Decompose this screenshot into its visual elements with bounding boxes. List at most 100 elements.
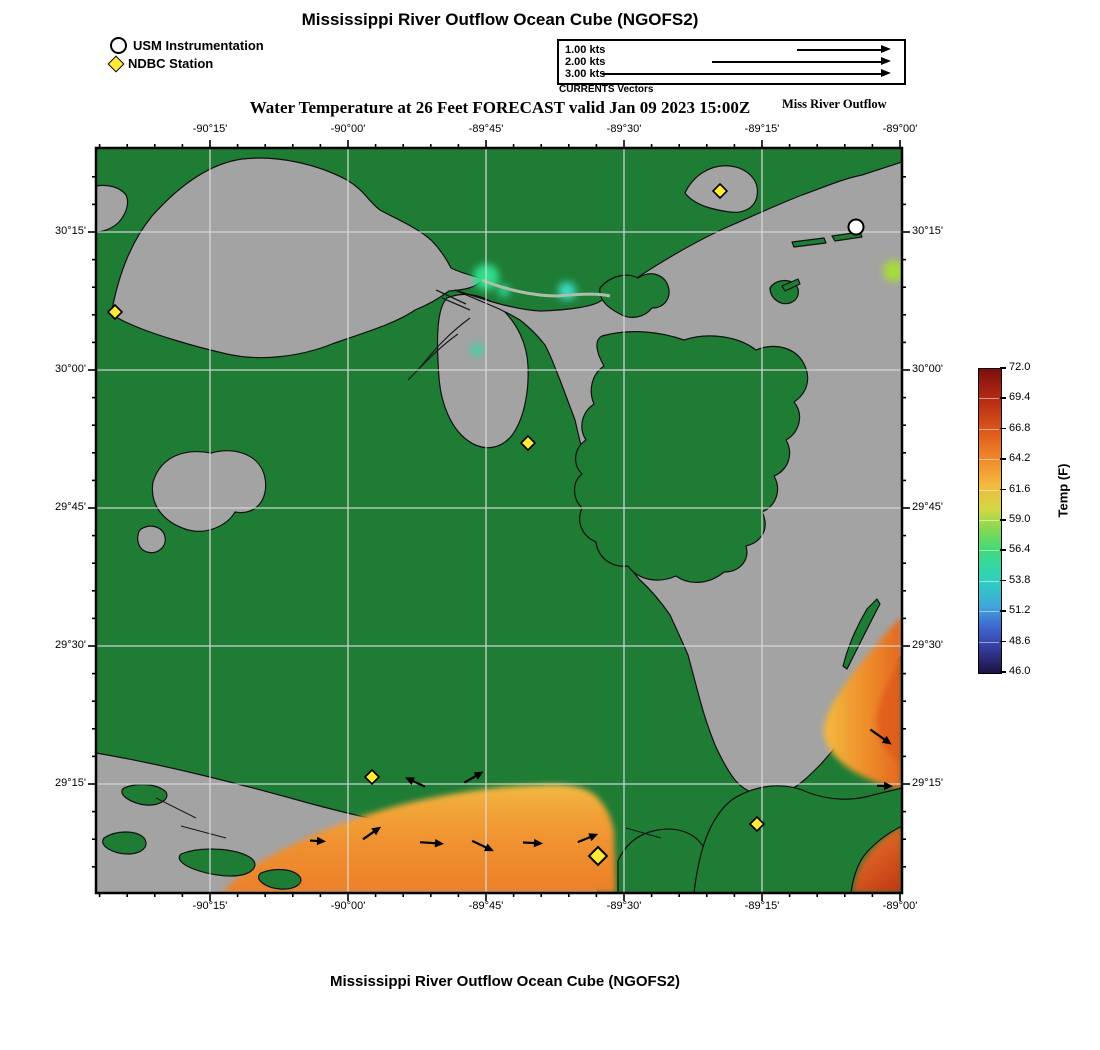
currents-vector-arrowhead-icon [881,57,891,65]
colorbar-tick [1000,519,1006,521]
currents-speed-label: 1.00 kts [565,44,606,56]
colorbar-gridline [979,398,999,400]
current-arrow [309,836,326,846]
ndbc-station-marker [587,845,609,867]
x-axis-label-bottom: -89°00' [882,900,918,912]
warm-water-field [222,616,902,893]
current-arrows [309,728,893,852]
currents-vector-legend: 1.00 kts 2.00 kts 3.00 kts [557,39,906,85]
currents-vector-arrowhead-icon [881,69,891,77]
current-arrow [876,781,893,791]
colorbar-tick [1000,579,1006,582]
colorbar-tick [1000,549,1006,551]
ndbc-station-marker [711,182,729,200]
colorbar-tick [1000,458,1006,460]
colorbar-tick-label: 64.2 [1009,452,1031,465]
map-border [94,146,904,895]
colorbar-tick [1000,427,1006,430]
map-subtitle: Water Temperature at 26 Feet FORECAST va… [249,98,751,117]
currents-legend-row: 1.00 kts [559,44,904,56]
currents-vector-line [602,73,882,75]
currents-vector-arrowhead-icon [881,45,891,53]
marker-legend: USM Instrumentation NDBC Station [107,37,264,72]
x-axis-label-bottom: -89°45' [468,900,504,912]
graticule-gridlines [96,148,902,893]
x-axis-label-top: -89°00' [882,123,918,135]
y-axis-label-left: 30°15' [55,225,86,237]
colorbar-tick-label: 59.0 [1009,513,1031,525]
usm-station-marker [847,218,865,236]
marsh-islands [102,231,902,893]
currents-vector-line [712,61,882,63]
current-arrow [405,777,426,788]
x-axis-label-top: -90°15' [192,123,228,135]
colorbar-tick-label: 53.8 [1009,573,1031,586]
currents-vector-line [797,49,882,51]
ndbc-station-marker [363,768,381,786]
page-title: Mississippi River Outflow Ocean Cube (NG… [301,10,699,29]
current-arrow [419,839,444,848]
y-axis-label-right: 29°45' [912,501,943,513]
current-arrow [471,839,494,852]
y-axis-label-right: 29°15' [912,777,943,789]
currents-legend-caption: CURRENTS Vectors [559,84,654,95]
colorbar-tick-label: 69.4 [1009,391,1031,404]
colorbar-tick [1000,397,1006,399]
colorbar-gridline [979,641,999,643]
y-axis-label-left: 29°15' [55,777,86,789]
x-axis-label-top: -89°45' [468,123,504,135]
colorbar-tick-label: 51.2 [1009,604,1031,617]
colorbar-gridline [979,611,999,613]
ndbc-legend-label: NDBC Station [128,56,214,71]
river-channels [155,278,662,839]
river-delta-east [693,785,902,893]
colorbar-tick [1000,640,1006,643]
colorbar-gridline [979,550,999,552]
current-arrow [522,838,543,848]
colorbar-tick [1000,671,1006,673]
map-subtitle-region: Miss River Outflow [782,97,887,111]
x-axis-label-bottom: -89°30' [606,900,642,912]
bottom-title: Mississippi River Outflow Ocean Cube (NG… [329,973,681,990]
x-axis-label-top: -90°00' [330,123,366,135]
current-arrow [463,771,484,784]
colorbar-tick-label: 66.8 [1009,421,1031,434]
colorbar-title: Temp (F) [1055,463,1071,518]
usm-legend-label: USM Instrumentation [133,38,264,53]
x-axis-label-top: -89°15' [744,123,780,135]
currents-legend-row: 2.00 kts [559,56,904,68]
biloxi-marsh [573,331,809,583]
colorbar-gridline [979,580,999,582]
x-axis-label-bottom: -90°15' [192,900,228,912]
currents-legend-row: 3.00 kts [559,68,904,80]
colorbar-gridline [979,428,999,430]
y-axis-label-left: 29°30' [55,639,86,651]
x-axis-label-bottom: -89°15' [744,900,780,912]
ndbc-station-marker [748,815,766,833]
current-arrow [869,728,892,745]
ndbc-marker-icon [107,55,125,72]
currents-speed-label: 2.00 kts [565,56,606,68]
map-canvas [88,140,910,901]
colorbar-gridline [979,459,999,461]
colorbar-gridline [979,489,999,491]
colorbar [978,368,1002,674]
current-arrow [362,826,382,841]
station-markers [106,182,865,867]
current-arrow [577,833,599,844]
colorbar-tick-label: 46.0 [1009,665,1031,677]
y-axis-label-right: 29°30' [912,639,943,651]
y-axis-label-left: 29°45' [55,501,86,513]
colorbar-tick [1000,367,1006,369]
colorbar-tick-label: 72.0 [1009,361,1031,373]
colorbar-tick [1000,610,1006,612]
x-axis-label-top: -89°30' [606,123,642,135]
usm-marker-icon [110,37,127,54]
y-axis-label-right: 30°15' [912,225,943,237]
lake-pontchartrain [111,157,484,359]
ndbc-station-marker [106,303,124,321]
colorbar-tick-label: 48.6 [1009,634,1031,647]
y-axis-label-left: 30°00' [55,363,86,375]
x-axis-label-bottom: -90°00' [330,900,366,912]
